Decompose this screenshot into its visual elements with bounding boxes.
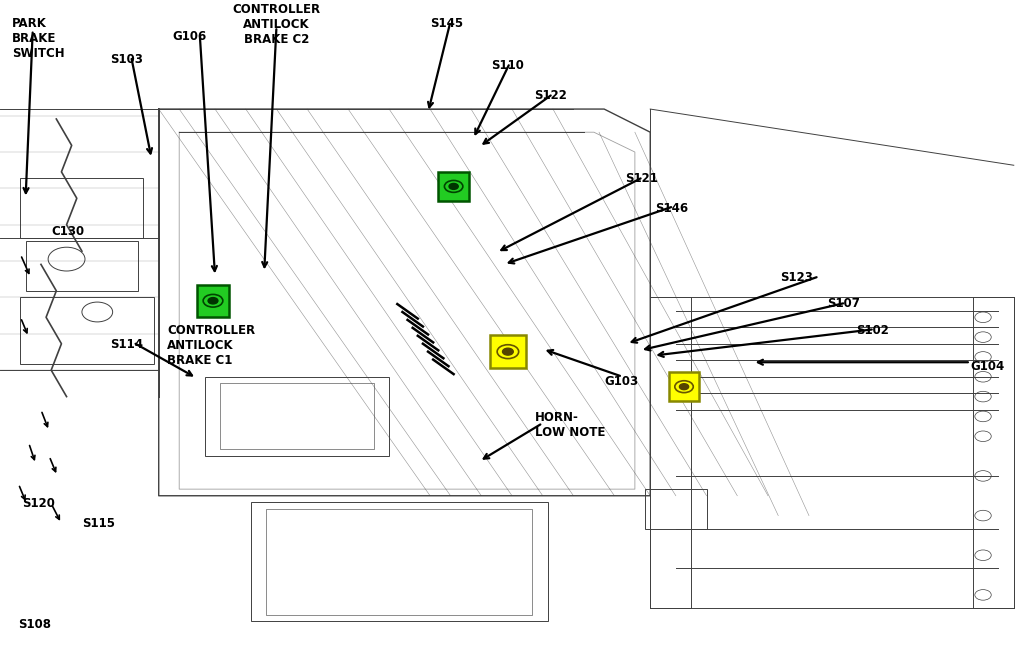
Bar xyxy=(20,178,143,238)
Text: HORN-
LOW NOTE: HORN- LOW NOTE xyxy=(535,411,605,439)
Text: S103: S103 xyxy=(111,53,143,66)
Bar xyxy=(489,335,526,368)
Bar xyxy=(20,297,154,364)
Text: S102: S102 xyxy=(856,324,889,337)
Bar xyxy=(650,297,691,608)
Text: CONTROLLER
ANTILOCK
BRAKE C2: CONTROLLER ANTILOCK BRAKE C2 xyxy=(232,3,321,46)
Text: S146: S146 xyxy=(655,202,688,215)
Bar xyxy=(251,502,548,621)
Text: S123: S123 xyxy=(780,271,813,284)
Circle shape xyxy=(208,297,218,304)
Bar xyxy=(669,372,699,401)
Bar xyxy=(26,241,138,291)
Bar xyxy=(973,297,1014,608)
Text: C130: C130 xyxy=(51,225,84,238)
Bar xyxy=(220,383,374,449)
Bar xyxy=(438,172,469,201)
Text: S108: S108 xyxy=(18,618,51,631)
Circle shape xyxy=(680,383,688,389)
Text: S115: S115 xyxy=(82,517,115,530)
Text: S145: S145 xyxy=(430,17,463,30)
Text: S120: S120 xyxy=(23,497,55,510)
Circle shape xyxy=(503,348,513,355)
Text: G106: G106 xyxy=(172,30,206,43)
Text: G104: G104 xyxy=(971,360,1005,373)
Text: S122: S122 xyxy=(535,89,567,102)
Bar xyxy=(205,377,389,456)
Bar xyxy=(645,489,707,529)
Text: PARK
BRAKE
SWITCH: PARK BRAKE SWITCH xyxy=(12,17,65,59)
Bar xyxy=(197,285,229,317)
Text: S114: S114 xyxy=(111,338,143,352)
Text: S110: S110 xyxy=(492,59,524,73)
Text: G103: G103 xyxy=(604,375,638,389)
Text: S121: S121 xyxy=(625,172,657,185)
Bar xyxy=(266,509,532,615)
Text: CONTROLLER
ANTILOCK
BRAKE C1: CONTROLLER ANTILOCK BRAKE C1 xyxy=(167,324,255,367)
Circle shape xyxy=(449,183,459,189)
Text: S107: S107 xyxy=(827,297,860,311)
